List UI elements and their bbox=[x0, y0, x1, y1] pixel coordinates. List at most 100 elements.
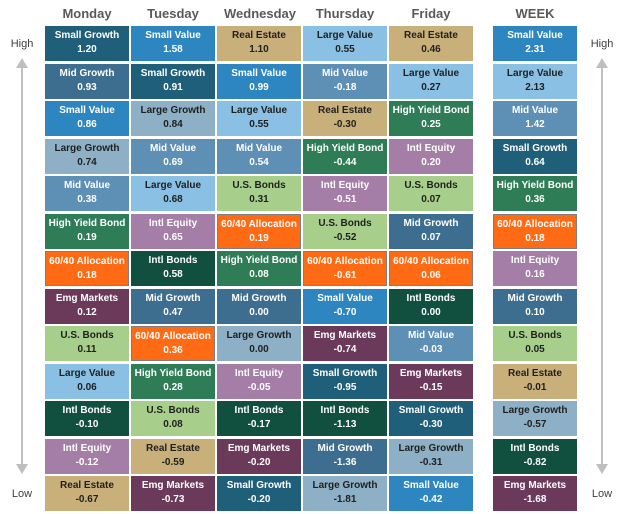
asset-class-name: Real Estate bbox=[232, 30, 286, 41]
return-value: 0.25 bbox=[421, 119, 441, 130]
return-value: -0.20 bbox=[247, 456, 271, 468]
asset-class-name: Large Value bbox=[144, 180, 202, 191]
header-thursday: Thursday bbox=[315, 6, 375, 21]
asset-class-name: Large Value bbox=[402, 67, 460, 79]
week-cell: Intl Bonds -0.82 bbox=[493, 438, 577, 474]
asset-class-name: Intl Bonds bbox=[234, 405, 284, 416]
asset-class-name: Intl Bonds bbox=[320, 405, 370, 416]
asset-class-name: Emg Markets bbox=[399, 367, 463, 379]
asset-class-name: Mid Value bbox=[149, 142, 197, 154]
monday-cell: Mid Value 0.38 bbox=[45, 176, 129, 211]
tuesday-cell: Small Growth 0.91 bbox=[131, 63, 215, 99]
return-value: 0.08 bbox=[163, 419, 183, 430]
wednesday-cell: Mid Value 0.54 bbox=[217, 138, 301, 174]
return-value: -0.30 bbox=[419, 419, 443, 430]
return-value: 0.68 bbox=[163, 194, 183, 205]
header-tuesday: Tuesday bbox=[147, 6, 199, 21]
return-value: 0.18 bbox=[77, 270, 97, 281]
week-cell: Mid Value 1.42 bbox=[493, 101, 577, 136]
return-value: -0.61 bbox=[333, 270, 357, 281]
return-value: 0.00 bbox=[249, 344, 269, 355]
tuesday-cell: High Yield Bond 0.28 bbox=[131, 363, 215, 399]
return-value: -1.81 bbox=[333, 494, 357, 505]
asset-class-name: Large Growth bbox=[398, 442, 464, 454]
asset-class-name: Small Growth bbox=[502, 142, 568, 154]
asset-class-name: Intl Bonds bbox=[510, 442, 560, 454]
return-value: -1.13 bbox=[333, 419, 357, 430]
return-value: 1.20 bbox=[77, 44, 97, 55]
asset-class-name: Small Value bbox=[145, 30, 201, 41]
return-value: -0.51 bbox=[333, 194, 357, 205]
asset-class-name: Small Growth bbox=[54, 30, 120, 41]
return-value: -0.82 bbox=[523, 456, 547, 468]
wednesday-cell: U.S. Bonds 0.31 bbox=[217, 176, 301, 211]
asset-class-name: Intl Equity bbox=[406, 142, 456, 154]
return-value: 1.10 bbox=[249, 44, 269, 55]
return-value: -1.68 bbox=[523, 494, 547, 505]
asset-class-name: Large Growth bbox=[312, 480, 378, 491]
asset-class-name: Mid Value bbox=[63, 180, 111, 191]
asset-class-name: Real Estate bbox=[508, 367, 562, 379]
return-value: 0.08 bbox=[249, 269, 269, 280]
return-value: 0.86 bbox=[77, 119, 97, 130]
asset-class-name: Emg Markets bbox=[313, 330, 377, 341]
asset-class-name: U.S. Bonds bbox=[232, 180, 286, 191]
asset-class-name: High Yield Bond bbox=[392, 105, 470, 116]
monday-cell: Large Value 0.06 bbox=[45, 363, 129, 399]
return-value: 0.55 bbox=[335, 44, 355, 55]
wednesday-cell: Large Growth 0.00 bbox=[217, 326, 301, 361]
return-value: -0.31 bbox=[419, 456, 443, 468]
asset-class-name: Small Growth bbox=[226, 480, 292, 491]
return-value: -1.36 bbox=[333, 456, 357, 468]
friday-cell: Large Value 0.27 bbox=[389, 63, 473, 99]
asset-class-name: U.S. Bonds bbox=[508, 330, 562, 341]
return-value: -0.73 bbox=[161, 494, 185, 505]
thursday-cell: U.S. Bonds -0.52 bbox=[303, 213, 387, 249]
asset-class-name: Mid Value bbox=[407, 330, 455, 341]
return-value: -0.52 bbox=[333, 231, 357, 243]
wednesday-cell: High Yield Bond 0.08 bbox=[217, 251, 301, 286]
tuesday-cell: 60/40 Allocation 0.36 bbox=[131, 326, 215, 361]
asset-class-name: Large Growth bbox=[140, 105, 206, 116]
return-value: 0.11 bbox=[77, 344, 97, 355]
return-value: 0.36 bbox=[525, 194, 545, 205]
thursday-cell: Intl Equity -0.51 bbox=[303, 176, 387, 211]
monday-cell: U.S. Bonds 0.11 bbox=[45, 326, 129, 361]
friday-cell: Large Growth -0.31 bbox=[389, 438, 473, 474]
asset-class-name: 60/40 Allocation bbox=[221, 218, 297, 230]
asset-class-name: Intl Equity bbox=[320, 180, 370, 191]
return-value: -0.42 bbox=[419, 494, 443, 505]
asset-class-name: Mid Growth bbox=[507, 292, 563, 304]
asset-class-name: High Yield Bond bbox=[496, 180, 574, 191]
monday-cell: Large Growth 0.74 bbox=[45, 138, 129, 174]
return-value: 0.91 bbox=[163, 81, 183, 93]
asset-class-name: Small Value bbox=[59, 105, 115, 116]
return-value: 0.27 bbox=[421, 81, 441, 93]
return-value: 0.00 bbox=[421, 306, 441, 318]
return-value: -0.10 bbox=[75, 419, 99, 430]
week-cell: Small Growth 0.64 bbox=[493, 138, 577, 174]
week-cell: Intl Equity 0.16 bbox=[493, 251, 577, 286]
header-week: WEEK bbox=[515, 6, 555, 21]
wednesday-cell: Small Value 0.99 bbox=[217, 63, 301, 99]
thursday-cell: Real Estate -0.30 bbox=[303, 101, 387, 136]
return-value: 0.46 bbox=[421, 44, 441, 55]
asset-class-name: Small Value bbox=[231, 67, 287, 79]
week-cell: Real Estate -0.01 bbox=[493, 363, 577, 399]
return-value: 0.38 bbox=[77, 194, 97, 205]
return-value: 0.07 bbox=[421, 194, 441, 205]
asset-class-name: 60/40 Allocation bbox=[135, 331, 211, 342]
asset-class-name: Large Growth bbox=[502, 405, 568, 416]
asset-class-name: Real Estate bbox=[60, 480, 114, 491]
asset-class-name: Real Estate bbox=[318, 105, 372, 116]
monday-cell: Intl Bonds -0.10 bbox=[45, 401, 129, 436]
thursday-cell: Small Growth -0.95 bbox=[303, 363, 387, 399]
friday-cell: Small Growth -0.30 bbox=[389, 401, 473, 436]
asset-class-name: Small Growth bbox=[312, 367, 378, 379]
asset-class-name: 60/40 Allocation bbox=[497, 218, 573, 230]
asset-class-name: 60/40 Allocation bbox=[393, 256, 469, 267]
return-value: 1.58 bbox=[163, 44, 183, 55]
tuesday-cell: Large Growth 0.84 bbox=[131, 101, 215, 136]
return-value: 0.69 bbox=[163, 156, 183, 168]
asset-class-name: Mid Value bbox=[511, 105, 559, 116]
